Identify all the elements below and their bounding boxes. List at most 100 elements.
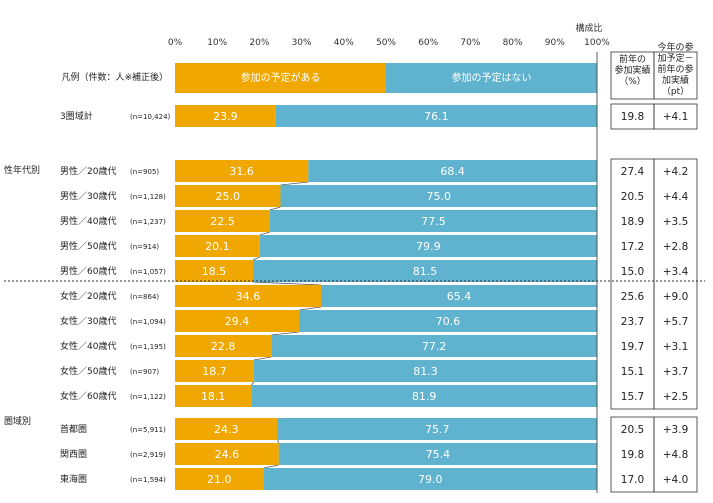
bar-value-not-attend: 77.2 <box>422 340 447 353</box>
bar-value-not-attend: 75.4 <box>426 448 451 461</box>
chart-row: 女性／30歳代 (n=1,094) 29.4 70.6 23.7 +5.7 <box>60 310 688 332</box>
table-header-diff-line: （pt） <box>662 86 689 97</box>
chart-row: 男性／60歳代 (n=1,057) 18.5 81.5 15.0 +3.4 <box>60 260 689 282</box>
table-block-diff <box>653 103 698 130</box>
table-cell-prev: 17.0 <box>621 474 644 486</box>
chart-row: 東海圏 (n=1,594) 21.0 79.0 17.0 +4.0 <box>60 468 688 490</box>
table-block-diff <box>653 416 698 493</box>
row-category-label: 男性／60歳代 <box>60 265 116 277</box>
table-cell-diff: +4.0 <box>663 474 689 486</box>
x-tick-label: 20% <box>249 38 269 48</box>
row-category-label: 関西圏 <box>60 449 87 460</box>
bar-connector <box>263 464 279 469</box>
table-cell-diff: +3.7 <box>663 366 689 378</box>
table-cell-diff: +3.4 <box>663 266 689 278</box>
table-block-diff <box>653 158 698 410</box>
table-cell-prev: 25.6 <box>621 291 645 303</box>
row-sample-size: (n=2,919) <box>130 451 166 459</box>
bar-not-attend <box>253 360 597 382</box>
bar-attend <box>175 105 276 127</box>
table-cell-prev: 17.2 <box>621 241 644 253</box>
table-cell-prev: 20.5 <box>621 424 644 436</box>
row-category-label: 男性／30歳代 <box>60 190 116 202</box>
table-cell-diff: +4.2 <box>663 166 689 178</box>
bar-attend <box>175 235 260 257</box>
row-category-label: 男性／20歳代 <box>60 165 116 177</box>
bar-connectors <box>251 181 322 469</box>
table-cell-diff: +2.8 <box>663 241 689 253</box>
table-cell-prev: 23.7 <box>621 316 644 328</box>
bar-value-not-attend: 81.9 <box>412 390 437 403</box>
x-tick-label: 40% <box>334 38 354 48</box>
table-cell-prev: 19.8 <box>621 449 644 461</box>
table-cell-diff: +4.8 <box>663 449 689 461</box>
bar-not-attend <box>253 260 597 282</box>
legend-label-not-attend: 参加の予定はない <box>452 71 532 84</box>
bar-value-attend: 18.7 <box>202 365 227 378</box>
bar-value-attend: 18.5 <box>202 265 227 278</box>
bar-value-not-attend: 70.6 <box>436 315 461 328</box>
row-category-label: 女性／30歳代 <box>60 315 116 327</box>
bar-not-attend <box>308 160 597 182</box>
table-cell-prev: 19.8 <box>621 111 644 123</box>
bar-value-attend: 31.6 <box>229 165 254 178</box>
bar-attend <box>175 443 279 465</box>
chart-row: 女性／20歳代 (n=864) 34.6 65.4 25.6 +9.0 <box>60 285 688 307</box>
bar-attend <box>175 160 309 182</box>
bar-not-attend <box>271 335 597 357</box>
bar-value-attend: 20.1 <box>205 240 230 253</box>
table-cell-diff: +3.9 <box>663 424 689 436</box>
legend-swatch-attend <box>175 63 386 93</box>
bar-connector <box>253 356 272 361</box>
table-cell-diff: +5.7 <box>663 316 689 328</box>
bar-not-attend <box>269 210 597 232</box>
bar-attend <box>175 360 254 382</box>
row-sample-size: (n=905) <box>130 168 159 176</box>
bar-attend <box>175 260 254 282</box>
bar-value-attend: 24.6 <box>215 448 240 461</box>
bar-not-attend <box>280 185 597 207</box>
bar-attend <box>175 285 322 307</box>
bar-not-attend <box>278 443 597 465</box>
axis-title: 構成比 <box>575 22 602 34</box>
bar-attend <box>175 210 270 232</box>
table-header-prev-line: （%） <box>619 76 646 87</box>
bar-value-not-attend: 75.7 <box>425 423 450 436</box>
bar-value-attend: 24.3 <box>214 423 239 436</box>
bar-value-not-attend: 65.4 <box>447 290 472 303</box>
bar-connector <box>271 331 300 336</box>
bar-attend <box>175 468 264 490</box>
bar-not-attend <box>321 285 597 307</box>
table-cell-diff: +2.5 <box>663 391 689 403</box>
table-cell-prev: 15.1 <box>621 366 644 378</box>
bar-attend <box>175 335 272 357</box>
row-category-label: 女性／40歳代 <box>60 340 116 352</box>
bar-value-attend: 21.0 <box>207 473 232 486</box>
bar-attend <box>175 185 281 207</box>
row-sample-size: (n=10,424) <box>130 113 171 121</box>
bar-value-not-attend: 81.3 <box>413 365 438 378</box>
bar-value-not-attend: 81.5 <box>413 265 438 278</box>
table-header-prev-line: 前年の <box>619 53 646 65</box>
legend-label-attend: 参加の予定がある <box>241 71 321 84</box>
table-cell-diff: +4.1 <box>663 111 689 123</box>
row-category-label: 男性／40歳代 <box>60 215 116 227</box>
x-tick-label: 60% <box>418 38 438 48</box>
chart-rows: 3圏域計 (n=10,424) 23.9 76.1 19.8 +4.1 男性／20歳代 (n=… <box>60 52 698 493</box>
legend-caption: 凡例（件数：人※補正後） <box>61 71 168 83</box>
row-sample-size: (n=1,057) <box>130 268 166 276</box>
row-category-label: 3圏域計 <box>60 110 93 122</box>
bar-attend <box>175 418 278 440</box>
table-cell-prev: 18.9 <box>621 216 644 228</box>
row-category-label: 首都圏 <box>60 423 87 435</box>
bar-connector <box>280 181 309 186</box>
bar-not-attend <box>275 105 597 127</box>
bar-value-attend: 25.0 <box>216 190 241 203</box>
table-cell-diff: +3.5 <box>663 216 689 228</box>
row-sample-size: (n=1,594) <box>130 476 166 484</box>
chart-row: 3圏域計 (n=10,424) 23.9 76.1 19.8 +4.1 <box>60 105 688 127</box>
bar-connector <box>251 381 255 386</box>
row-category-label: 女性／50歳代 <box>60 365 116 377</box>
